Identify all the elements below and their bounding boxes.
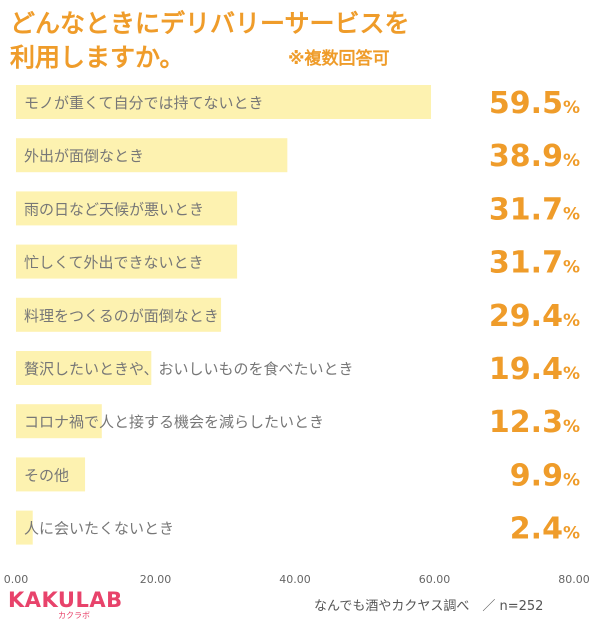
bar-4: [16, 297, 222, 332]
category-label-0: モノが重くて自分では持てないとき: [24, 94, 264, 112]
kakulabo-logo-sub: カクラボ: [58, 611, 90, 620]
bar-3: [16, 244, 238, 279]
value-label-3: 31.7%: [489, 246, 580, 281]
value-label-6: 12.3%: [489, 405, 580, 440]
bar-6: [16, 404, 102, 439]
source-note: なんでも酒やカクヤス調べ ／ n=252: [314, 599, 544, 614]
bar-1: [16, 138, 288, 173]
bar-7: [16, 457, 86, 492]
value-label-2: 31.7%: [489, 192, 580, 227]
category-label-6: コロナ禍で人と接する機会を減らしたいとき: [24, 413, 324, 431]
multiple-answers-note: ※複数回答可: [288, 49, 390, 69]
category-label-2: 雨の日など天候が悪いとき: [24, 200, 204, 218]
x-tick-label-1: 20.00: [140, 573, 172, 586]
kakulabo-logo: KAKULAB: [8, 588, 123, 612]
x-tick-label-4: 80.00: [558, 573, 590, 586]
x-tick-label-0: 0.00: [4, 573, 29, 586]
value-label-5: 19.4%: [489, 352, 580, 387]
bar-0: [16, 85, 432, 119]
bar-8: [16, 510, 33, 545]
category-label-8: 人に会いたくないとき: [24, 520, 174, 538]
x-tick-label-2: 40.00: [279, 573, 311, 586]
category-label-1: 外出が面倒なとき: [24, 147, 144, 165]
value-label-7: 9.9%: [510, 458, 580, 493]
category-label-7: その他: [24, 466, 69, 484]
category-label-5: 贅沢したいときや、おいしいものを食べたいとき: [24, 360, 354, 378]
value-label-4: 29.4%: [489, 299, 580, 334]
value-label-8: 2.4%: [510, 512, 580, 547]
bar-2: [16, 191, 238, 226]
category-label-4: 料理をつくるのが面倒なとき: [24, 307, 219, 325]
chart-title-line1: どんなときにデリバリーサービスを: [10, 9, 410, 38]
value-label-0: 59.5%: [489, 86, 580, 121]
bar-5: [16, 351, 152, 385]
value-label-1: 38.9%: [489, 139, 580, 174]
x-tick-label-3: 60.00: [419, 573, 451, 586]
chart-title-line2: 利用しますか。: [10, 43, 185, 72]
category-label-3: 忙しくて外出できないとき: [24, 254, 204, 272]
